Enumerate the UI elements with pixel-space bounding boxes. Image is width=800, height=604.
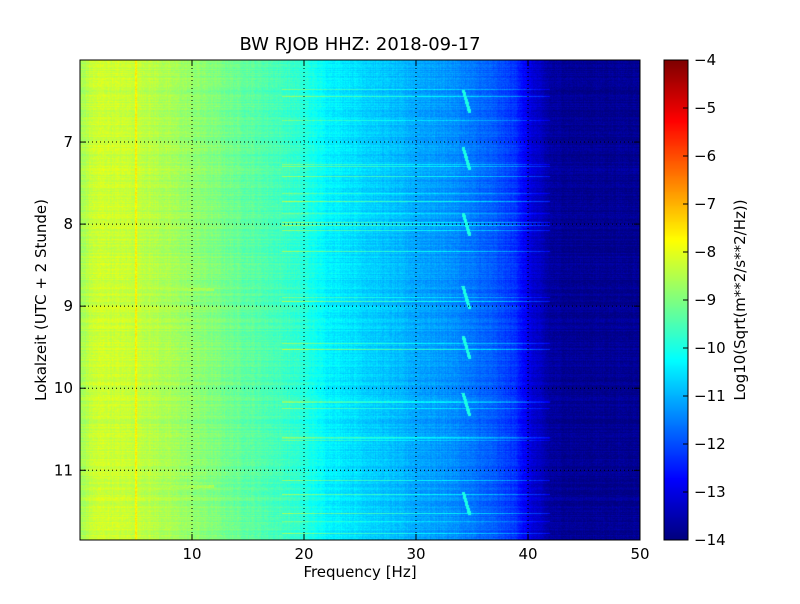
- x-tick-label: 30: [406, 545, 425, 563]
- colorbar-tick-label: −9: [694, 291, 716, 309]
- colorbar-tick-label: −14: [694, 531, 726, 549]
- x-axis-ticks: 10 20 30 40 50: [182, 60, 650, 563]
- colorbar-tick-label: −6: [694, 147, 716, 165]
- colorbar-tick-label: −4: [694, 51, 716, 69]
- plot-area: 10 20 30 40 50 7 8 9 10 11: [54, 59, 650, 563]
- chart-title: BW RJOB HHZ: 2018-09-17: [239, 34, 480, 55]
- x-tick-label: 10: [182, 545, 201, 563]
- y-tick-label: 8: [63, 215, 73, 233]
- grid-lines: [80, 60, 640, 540]
- colorbar-label: Log10(Sqrt(m**2/s**2/Hz)): [731, 199, 749, 400]
- y-tick-label: 10: [54, 379, 73, 397]
- colorbar-tick-label: −11: [694, 387, 726, 405]
- y-tick-label: 9: [63, 297, 73, 315]
- colorbar-ticks: −4 −5 −6 −7 −8 −9 −10 −11 −12 −13 −14: [683, 51, 726, 549]
- colorbar-tick-label: −10: [694, 339, 726, 357]
- colorbar-tick-label: −7: [694, 195, 716, 213]
- x-tick-label: 20: [294, 545, 313, 563]
- y-tick-label: 11: [54, 461, 73, 479]
- colorbar-tick-label: −12: [694, 435, 726, 453]
- colorbar-tick-label: −8: [694, 243, 716, 261]
- y-tick-label: 7: [63, 133, 73, 151]
- x-tick-label: 50: [630, 545, 649, 563]
- colorbar-tick-label: −13: [694, 483, 726, 501]
- plot-frame: [79, 59, 641, 541]
- heatmap-image: [80, 60, 640, 540]
- x-axis-label: Frequency [Hz]: [303, 563, 416, 581]
- colorbar-tick-label: −5: [694, 99, 716, 117]
- colorbar: −4 −5 −6 −7 −8 −9 −10 −11 −12 −13 −14: [663, 51, 726, 549]
- y-axis-label: Lokalzeit (UTC + 2 Stunde): [32, 199, 50, 401]
- y-axis-ticks: 7 8 9 10 11: [54, 133, 640, 479]
- x-tick-label: 40: [518, 545, 537, 563]
